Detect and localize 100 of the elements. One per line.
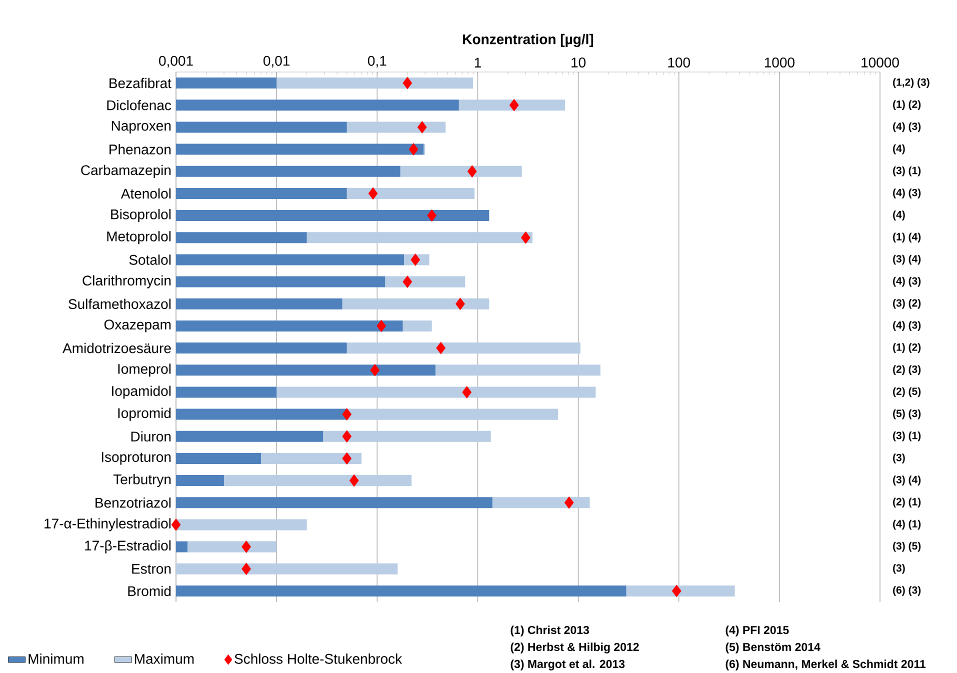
text: (1,2) (3) [893, 78, 930, 88]
y-tick-label: Iomeprol [118, 364, 171, 377]
y-tick-label: Sotalol [129, 254, 171, 265]
bar [176, 320, 403, 332]
bar [342, 298, 490, 310]
text: (5) (3) [893, 409, 921, 420]
bar [346, 408, 558, 420]
bar [176, 100, 459, 111]
text: (3) (4) [893, 476, 921, 486]
text: (2) (3) [893, 365, 921, 376]
text: (4) [893, 210, 905, 220]
bar [176, 585, 626, 596]
y-tick-label: Bromid [128, 586, 171, 596]
y-tick-label: Estron [132, 564, 171, 574]
text: (2) (5) [893, 387, 921, 398]
bar [435, 364, 600, 376]
text: (3) (4) [893, 254, 921, 265]
bar [187, 541, 277, 552]
y-tick-label: Iopamidol [112, 386, 171, 399]
text: (5) Benstöm 2014 [726, 642, 820, 654]
bar [176, 430, 324, 442]
bar [176, 408, 347, 420]
bar [176, 475, 224, 486]
x-tick-label: 1000 [764, 58, 794, 68]
text: (6) Neumann, Merkel & Schmidt 2011 [726, 660, 926, 670]
y-tick-label: Isoproturon [102, 452, 171, 465]
y-tick-label: Phenazon [110, 144, 171, 154]
text: (3) [893, 564, 905, 574]
y-tick-label: Naproxen [112, 120, 171, 134]
y-tick-label: Terbutryn [113, 474, 171, 488]
text: (4) (3) [893, 321, 921, 331]
y-tick-label: Benzotriazol [96, 497, 171, 508]
bar [176, 563, 398, 574]
legend-label: Maximum [134, 654, 194, 664]
legend-label: Schloss Holte-Stukenbrock [234, 654, 402, 664]
text: (1) (2) [893, 100, 921, 110]
y-tick-label: Diclofenac [107, 100, 172, 110]
bar [176, 122, 347, 133]
bar [176, 342, 347, 354]
y-tick-label: Carbamazepin [81, 164, 171, 178]
bar [346, 188, 475, 199]
bar [276, 78, 474, 89]
bar [626, 585, 735, 596]
bar [176, 78, 277, 89]
y-tick-label: Atenolol [120, 188, 171, 199]
text: (4) (3) [893, 188, 921, 198]
y-tick-label: Metoprolol [107, 231, 171, 244]
x-tick-label: 0,1 [368, 56, 386, 68]
bar [276, 386, 596, 398]
y-tick-label: Oxazepam [104, 320, 171, 332]
text: (3) [893, 454, 905, 464]
x-tick-label: 10 [572, 58, 586, 68]
bar [176, 364, 436, 376]
text: (4) PFI 2015 [726, 626, 789, 636]
bar [346, 122, 446, 133]
text: (4) (1) [893, 520, 921, 530]
bar [176, 144, 424, 155]
y-tick-label: Bisoprolol [111, 209, 171, 222]
bar [176, 166, 400, 177]
text: (2) (1) [893, 498, 921, 508]
text: (1) (4) [893, 232, 921, 243]
text: (6) (3) [893, 586, 921, 596]
x-axis-title: Konzentration [µg/l] [463, 34, 594, 48]
text: (2) Herbst & Hilbig 2012 [510, 642, 639, 654]
bar [385, 276, 466, 288]
bar [224, 475, 412, 486]
x-tick-label: 100 [668, 58, 690, 68]
bar [176, 298, 342, 310]
text: (3) Margot et al. 2013 [510, 660, 625, 670]
bar [176, 497, 492, 508]
bar [176, 541, 188, 552]
bar [458, 100, 566, 111]
legend-label: Minimum [28, 654, 84, 664]
text: (1) (2) [893, 343, 921, 353]
bar [176, 276, 386, 288]
bar [176, 386, 277, 398]
bar [402, 320, 432, 332]
bar [176, 210, 490, 222]
bar [260, 452, 362, 464]
bar [306, 232, 532, 244]
text: (4) [893, 144, 905, 154]
bar [176, 519, 307, 530]
bar [176, 452, 261, 464]
y-tick-label: 17-α-Ethinylestradiol [44, 518, 171, 532]
y-tick-label: Iopromid [118, 408, 171, 421]
text: (3) (1) [893, 431, 921, 442]
x-tick-label: 0,001 [159, 56, 193, 68]
y-tick-label: Diuron [131, 431, 171, 442]
y-tick-label: Sulfamethoxazol [68, 298, 171, 310]
text: (3) (1) [893, 166, 921, 176]
bar [400, 166, 522, 177]
bar [492, 497, 590, 508]
bar [176, 232, 307, 244]
y-tick-label: 17-β-Estradiol [85, 540, 171, 554]
text: (1) Christ 2013 [510, 626, 590, 636]
y-tick-label: Amidotrizoesäure [62, 342, 171, 354]
bar [346, 342, 580, 354]
y-tick-label: Clarithromycin [82, 275, 171, 288]
bar [176, 254, 404, 266]
text: (3) (5) [893, 542, 921, 552]
